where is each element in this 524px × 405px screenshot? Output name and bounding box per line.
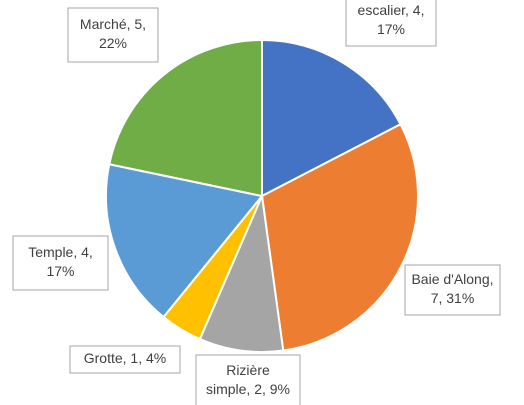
data-label: 17% [377,21,405,37]
label-box [195,354,301,405]
data-label: 17% [46,263,74,279]
pie-slice [260,122,419,352]
pie-slice [261,38,402,198]
data-label: 7, 31% [431,290,475,306]
label-box [69,345,181,374]
data-label: Baie d'Along, [411,271,493,287]
data-label: Temple, 4, [28,244,93,260]
data-label: escalier, 4, [358,2,425,18]
data-label: simple, 2, 9% [206,381,290,397]
label-box [12,235,109,291]
label-box [67,7,159,63]
data-label: Rizière [226,362,270,378]
label-box [404,264,501,316]
pie-slice [198,192,285,353]
data-label: Marché, 5, [80,16,146,32]
data-label: Grotte, 1, 4% [84,350,166,366]
pie-slice [108,38,263,198]
data-label: 22% [99,35,127,51]
pie-slice [105,163,264,319]
label-box [345,0,437,47]
